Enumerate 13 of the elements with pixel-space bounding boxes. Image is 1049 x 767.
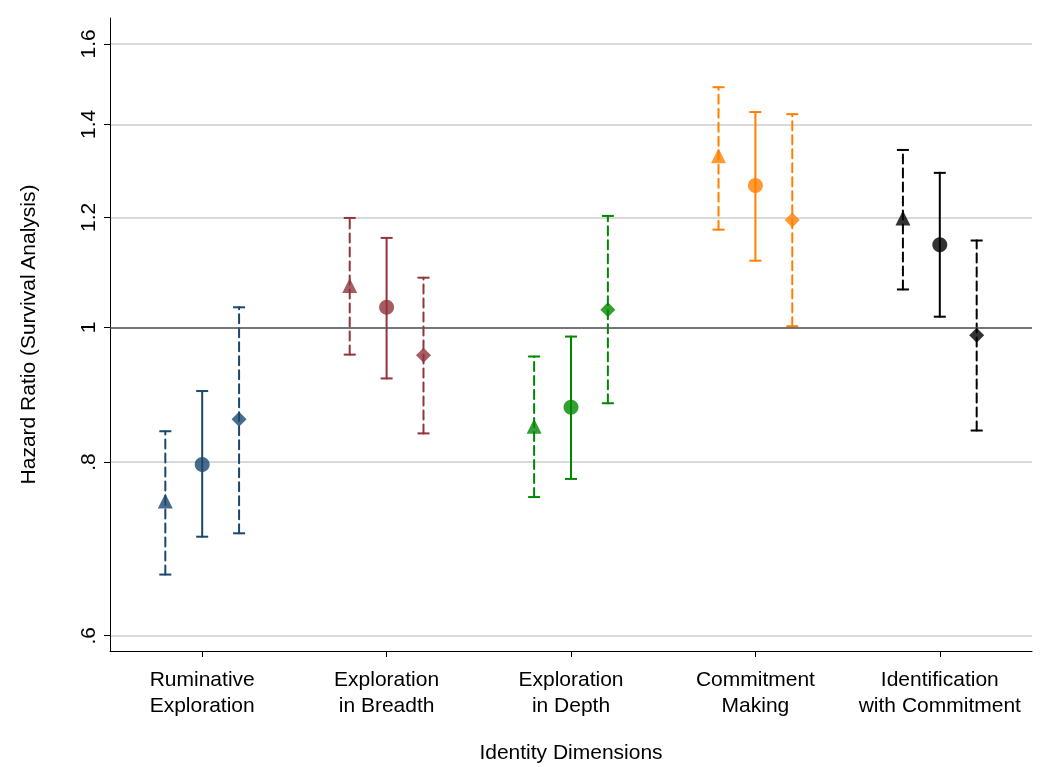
x-axis-title: Identity Dimensions xyxy=(479,740,663,763)
y-tick-label: 1.6 xyxy=(76,29,99,59)
y-tick-label: 1 xyxy=(76,321,99,334)
x-tick-label: Exploration in Breadth xyxy=(334,666,440,716)
x-tick-label: Identification with Commitment xyxy=(857,666,1022,716)
y-tick-label: .6 xyxy=(76,626,99,645)
y-tick-label: 1.4 xyxy=(76,109,99,140)
x-tick-label: Ruminative Exploration xyxy=(149,666,255,716)
y-tick-label: .8 xyxy=(76,453,99,471)
y-axis-title: Hazard Ratio (Survival Analysis) xyxy=(16,184,39,485)
x-tick-label: Commitment Making xyxy=(695,666,816,716)
y-tick-label: 1.2 xyxy=(76,202,99,233)
x-tick-label: Exploration in Depth xyxy=(518,666,624,716)
